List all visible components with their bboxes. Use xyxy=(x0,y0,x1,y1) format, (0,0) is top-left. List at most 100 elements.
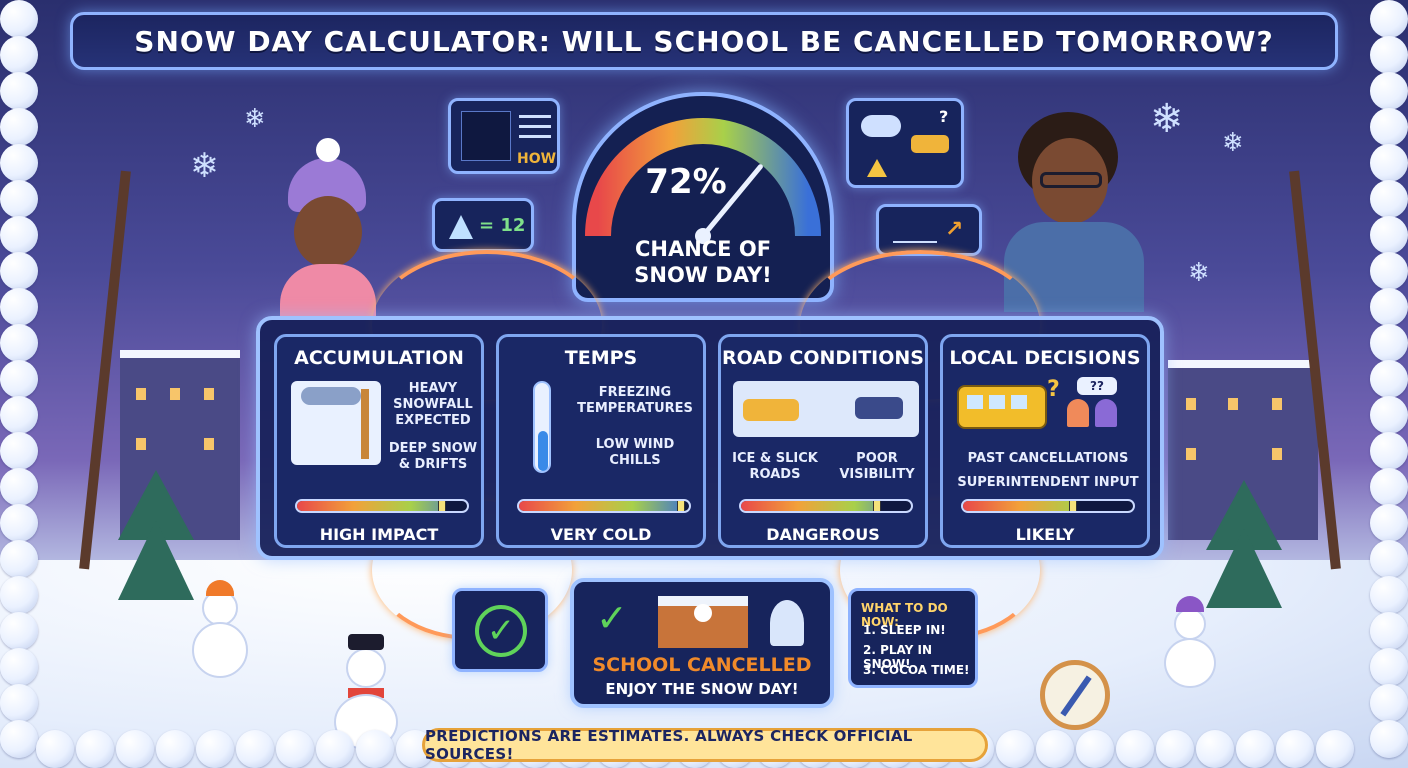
snowball xyxy=(236,730,274,768)
snowman-left xyxy=(188,590,252,680)
snowball xyxy=(0,432,38,470)
snowball xyxy=(1370,360,1408,398)
snowball xyxy=(0,144,38,182)
disclaimer-banner: PREDICTIONS ARE ESTIMATES. ALWAYS CHECK … xyxy=(422,728,988,762)
note-line: DEEP SNOW xyxy=(389,441,477,456)
note-line: TEMPERATURES xyxy=(577,401,693,416)
snowfall-rate-card: HOW xyxy=(448,98,560,174)
snowball xyxy=(0,612,38,650)
snowball xyxy=(276,730,314,768)
meter-knob xyxy=(438,499,446,513)
likelihood-meter xyxy=(961,499,1135,513)
teacher-woman xyxy=(1000,112,1150,312)
factor-title: LOCAL DECISIONS xyxy=(943,347,1147,369)
factor-level: VERY COLD xyxy=(499,525,703,544)
snowball xyxy=(1370,468,1408,506)
snowball xyxy=(76,730,114,768)
snowball xyxy=(1370,0,1408,38)
meter-fill xyxy=(963,501,1074,511)
factor-level: HIGH IMPACT xyxy=(277,525,481,544)
snowball xyxy=(1370,720,1408,758)
warning-icon xyxy=(867,159,887,177)
pine-tree xyxy=(118,520,194,600)
factor-title: ACCUMULATION xyxy=(277,347,481,369)
snowball xyxy=(1370,324,1408,362)
weather-road-card: ? xyxy=(846,98,964,188)
snow-depth-card: = 12 xyxy=(432,198,534,252)
factor-card-temps: TEMPS FREEZING TEMPERATURES LOW WIND CHI… xyxy=(496,334,706,548)
note-line: SNOWFALL xyxy=(393,397,473,412)
factor-note: LOW WIND CHILLS xyxy=(565,437,705,469)
factor-note: PAST CANCELLATIONS xyxy=(947,451,1149,467)
snowy-tree-icon xyxy=(770,600,804,646)
result-title: SCHOOL CANCELLED xyxy=(574,654,830,676)
cloud-icon xyxy=(861,115,901,137)
title-banner: SNOW DAY CALCULATOR: WILL SCHOOL BE CANC… xyxy=(70,12,1338,70)
snowball xyxy=(1196,730,1234,768)
factor-panel-row: ACCUMULATION HEAVY SNOWFALL EXPECTED DEE… xyxy=(256,316,1164,560)
snowball xyxy=(0,504,38,542)
snow-accumulation-icon xyxy=(291,381,381,465)
meter-knob xyxy=(677,499,685,513)
todo-item: 3. COCOA TIME! xyxy=(863,663,970,677)
compass-icon xyxy=(1040,660,1110,730)
snowball xyxy=(196,730,234,768)
snowflake-icon: ❄ xyxy=(1188,258,1210,288)
factor-card-local-decisions: LOCAL DECISIONS ? ?? PAST CANCELLATIONS … xyxy=(940,334,1150,548)
snowball xyxy=(0,252,38,290)
snowball xyxy=(0,468,38,506)
note-line: VISIBILITY xyxy=(839,467,914,482)
snowball xyxy=(1370,648,1408,686)
snow-day-gauge: 72% CHANCE OF SNOW DAY! xyxy=(572,92,834,302)
meter-fill xyxy=(519,501,681,511)
danger-meter xyxy=(739,499,913,513)
meter-knob xyxy=(873,499,881,513)
factor-note: HEAVY SNOWFALL EXPECTED xyxy=(385,381,481,429)
car-icon xyxy=(911,135,949,153)
snowball xyxy=(1076,730,1114,768)
snow-pile-icon xyxy=(449,215,473,239)
todo-card: WHAT TO DO NOW: 1. SLEEP IN! 2. PLAY IN … xyxy=(848,588,978,688)
snowball xyxy=(1370,72,1408,110)
note-line: SUPERINTENDENT INPUT xyxy=(957,475,1138,490)
snowball xyxy=(1370,36,1408,74)
snowball xyxy=(1370,504,1408,542)
snowball xyxy=(0,720,38,758)
page-title: SNOW DAY CALCULATOR: WILL SCHOOL BE CANC… xyxy=(134,25,1273,58)
impact-meter xyxy=(295,499,469,513)
snowball xyxy=(996,730,1034,768)
snowball xyxy=(0,540,38,578)
factor-note: DEEP SNOW & DRIFTS xyxy=(385,441,481,473)
snowball xyxy=(1116,730,1154,768)
snowball xyxy=(1370,108,1408,146)
snowball xyxy=(1276,730,1314,768)
meter-fill xyxy=(297,501,442,511)
snow-day-percent: 72% xyxy=(576,162,796,202)
cold-meter xyxy=(517,499,691,513)
snowball xyxy=(0,36,38,74)
snowball xyxy=(1370,684,1408,722)
snowball xyxy=(1370,396,1408,434)
result-card: ✓ SCHOOL CANCELLED ENJOY THE SNOW DAY! xyxy=(570,578,834,708)
factor-note: FREEZING TEMPERATURES xyxy=(565,385,705,417)
snowball xyxy=(0,72,38,110)
thermometer-icon xyxy=(533,381,551,473)
snowball xyxy=(1370,576,1408,614)
snowball xyxy=(1156,730,1194,768)
snowflake-icon: ❄ xyxy=(244,104,266,134)
factor-card-road-conditions: ROAD CONDITIONS ICE & SLICK ROADS POOR V… xyxy=(718,334,928,548)
note-line: & DRIFTS xyxy=(399,457,468,472)
factor-level: LIKELY xyxy=(943,525,1147,544)
factor-note: ICE & SLICK ROADS xyxy=(725,451,825,483)
snowball xyxy=(0,684,38,722)
snowball xyxy=(1370,612,1408,650)
checkmark-icon: ✓ xyxy=(475,605,527,657)
pine-tree xyxy=(1206,528,1282,608)
factor-title: ROAD CONDITIONS xyxy=(721,347,925,369)
snowflake-icon: ❄ xyxy=(190,146,219,186)
factor-title: TEMPS xyxy=(499,347,703,369)
snowball xyxy=(0,180,38,218)
snowball xyxy=(0,576,38,614)
meter-knob xyxy=(1069,499,1077,513)
disclaimer-text: PREDICTIONS ARE ESTIMATES. ALWAYS CHECK … xyxy=(425,727,985,763)
